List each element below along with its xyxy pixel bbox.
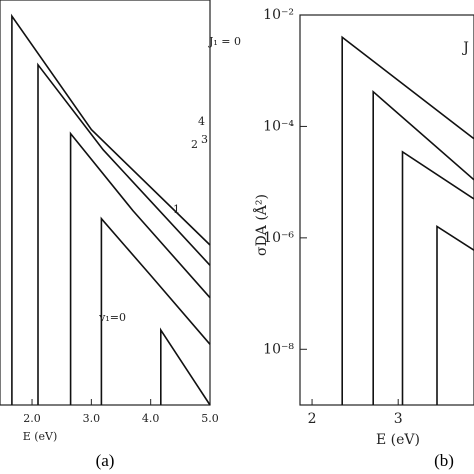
- curve: [37, 62, 211, 405]
- x-tick-label: 5.0: [201, 412, 219, 425]
- y-tick-label: 10⁻⁸: [263, 341, 294, 357]
- x-tick-label: 3.0: [83, 412, 101, 425]
- curve-label: 3: [201, 133, 208, 146]
- x-axis-label: E (eV): [23, 430, 58, 443]
- curve: [160, 327, 211, 406]
- x-tick-label: 4.0: [142, 412, 160, 425]
- x-tick-label: 2.0: [23, 412, 41, 425]
- curve: [69, 131, 211, 405]
- x-tick-label: 2: [308, 411, 317, 427]
- y-tick-label: 10⁻⁴: [263, 118, 294, 134]
- curve: [436, 225, 474, 405]
- curve-label: 4: [198, 115, 205, 128]
- annotation: J: [461, 40, 469, 56]
- x-tick-label: 3: [394, 411, 403, 427]
- x-axis-label: E (eV): [376, 432, 420, 448]
- curve-label: 2: [191, 138, 198, 151]
- y-tick-label: 10⁻²: [263, 7, 294, 23]
- plot-frame: [299, 14, 474, 406]
- curve: [100, 216, 211, 405]
- curve: [341, 35, 474, 405]
- y-axis-label: σDA (Å²): [252, 194, 270, 256]
- curve: [372, 89, 474, 405]
- plot-frame: [0, 0, 211, 406]
- y-tick-label: 10⁻⁶: [263, 230, 294, 246]
- panel-label: (a): [96, 451, 115, 470]
- curve-label: 1: [173, 203, 180, 216]
- curve: [11, 13, 211, 405]
- annotation: J₁ = 0: [208, 35, 241, 48]
- curve-label: v₁=0: [98, 311, 126, 324]
- curve: [401, 150, 474, 405]
- panel-label: (b): [434, 451, 454, 470]
